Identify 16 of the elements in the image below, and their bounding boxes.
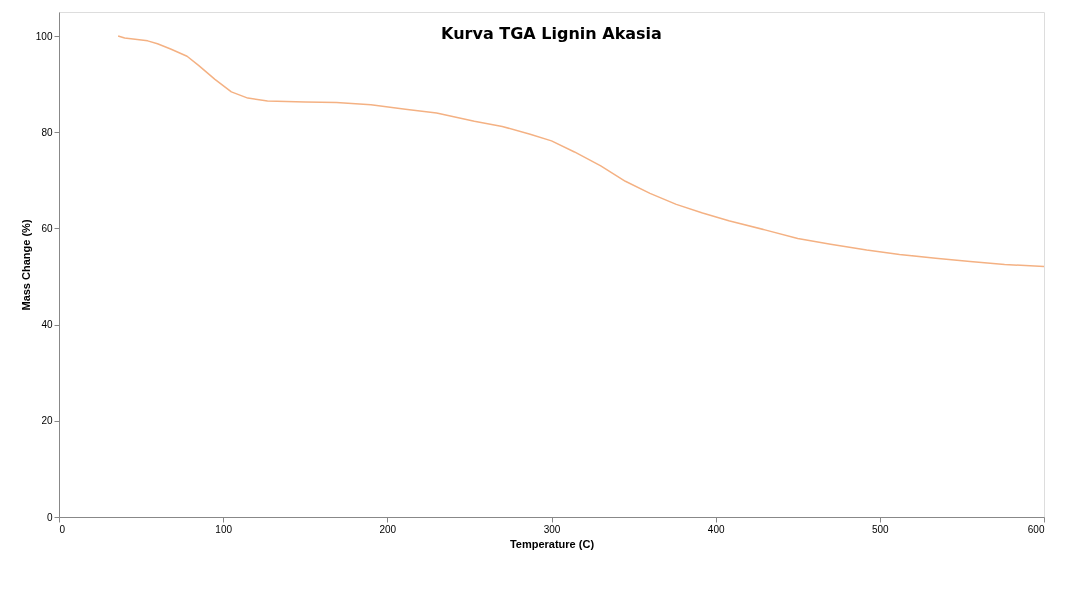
x-tick-label: 300 — [543, 523, 561, 535]
text: Kurva TGA Lignin Akasia — [441, 24, 662, 43]
x-tick-label: 200 — [379, 523, 397, 535]
y-tick-label: 80 — [41, 126, 53, 138]
y-tick-label: 20 — [41, 415, 53, 427]
y-tick-label: 100 — [35, 30, 53, 42]
x-tick-label: 400 — [707, 523, 725, 535]
x-tick-label: 500 — [871, 523, 890, 535]
x-tick-label: 100 — [215, 523, 233, 535]
y-axis-title: Mass Change (%) — [19, 219, 32, 311]
x-axis-title: Temperature (C) — [509, 537, 595, 550]
y-tick-label: 40 — [41, 319, 53, 331]
y-tick-label: 0 — [46, 511, 53, 523]
x-tick-label: 600 — [1027, 523, 1045, 535]
x-tick-label: 0 — [59, 523, 66, 535]
y-tick-label: 60 — [41, 222, 53, 234]
